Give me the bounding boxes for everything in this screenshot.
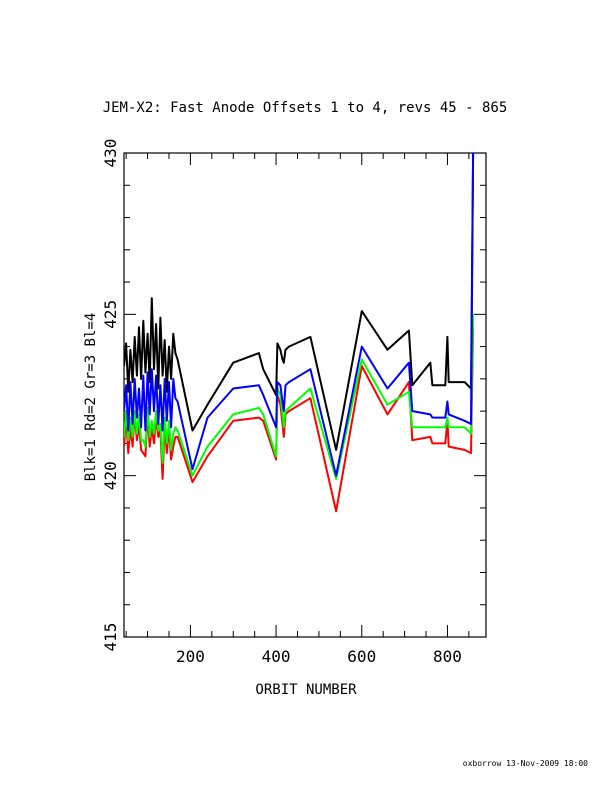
y-tick-label: 425 (101, 300, 120, 329)
chart-title: JEM-X2: Fast Anode Offsets 1 to 4, revs … (103, 100, 508, 116)
series-line-1 (124, 153, 475, 451)
y-tick-label: 430 (101, 139, 120, 168)
plot-border (123, 152, 487, 638)
y-axis: 415 420 425 430 (101, 139, 486, 652)
x-axis-label: ORBIT NUMBER (255, 682, 357, 698)
plot-frame (123, 152, 487, 638)
series-line-4 (124, 153, 475, 477)
x-axis: 200 400 600 800 (125, 153, 470, 666)
footer-timestamp: oxborrow 13-Nov-2009 18:00 (462, 759, 588, 768)
y-tick-label: 420 (101, 461, 120, 490)
x-tick-label: 800 (433, 647, 462, 666)
series-layer (124, 153, 475, 513)
y-tick-label: 415 (101, 623, 120, 652)
y-axis-label: Blk=1 Rd=2 Gr=3 Bl=4 (83, 313, 99, 482)
x-tick-label: 200 (176, 647, 205, 666)
x-tick-label: 600 (347, 647, 376, 666)
x-tick-label: 400 (262, 647, 291, 666)
series-line-3 (124, 314, 475, 480)
